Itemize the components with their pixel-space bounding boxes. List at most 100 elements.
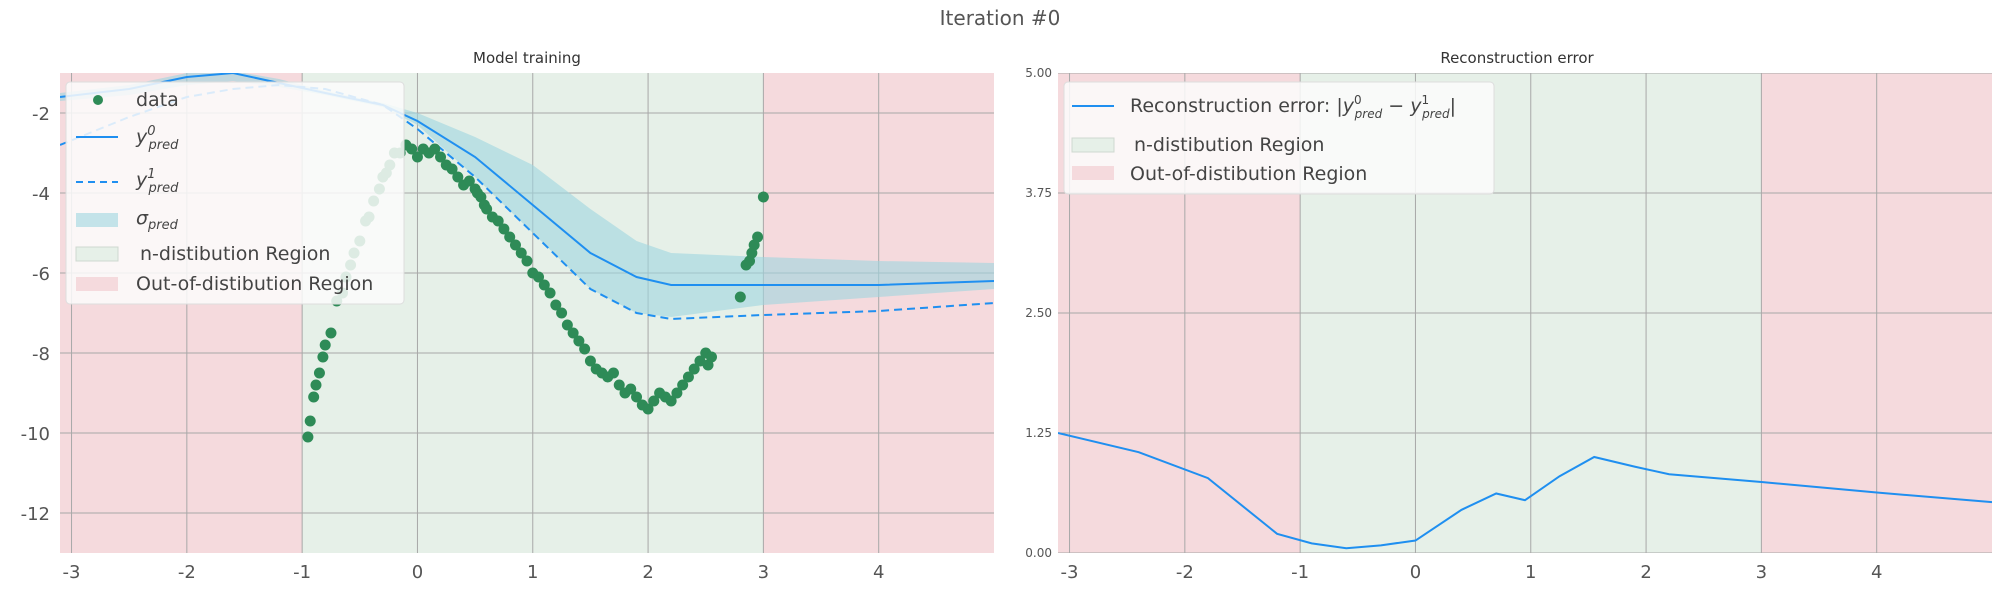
data-point (319, 339, 331, 351)
y-tick-label: 3.75 (1025, 186, 1052, 200)
data-point (538, 279, 550, 291)
data-point (584, 355, 596, 367)
data-point (504, 231, 516, 243)
data-point (498, 223, 510, 235)
reconstruction-error-line (1058, 432, 1992, 550)
data-point (671, 387, 683, 399)
model-training-legend: data y0 pred y1 pred σpred n-distibution R… (65, 81, 405, 305)
data-point (492, 215, 504, 227)
data-point (481, 203, 493, 215)
y-tick-label: -12 (21, 504, 50, 525)
data-point (561, 319, 573, 331)
data-point (515, 247, 527, 259)
legend-box (65, 81, 405, 305)
data-point (752, 231, 764, 243)
x-axis-ticks: -3 -2 -1 0 1 2 3 4 (63, 562, 885, 583)
x-tick-label: -1 (293, 562, 311, 583)
x-tick-label: 0 (412, 562, 423, 583)
data-point (304, 415, 316, 427)
y-tick-label: -10 (21, 424, 50, 445)
data-point (757, 191, 769, 203)
model-training-panel: Model training -3 -2 -1 0 1 2 3 4 -2-4-6-8-10-1… (21, 49, 994, 583)
x-tick-label: 2 (1640, 562, 1651, 583)
data-point (544, 287, 556, 299)
data-point (682, 371, 694, 383)
data-point (642, 403, 654, 415)
y-axis-ticks: 5.00 3.75 2.50 1.25 0.00 (1025, 66, 1052, 560)
data-point (573, 335, 585, 347)
y-tick-label: 5.00 (1025, 66, 1052, 80)
data-point (411, 151, 423, 163)
y-tick-label: 2.50 (1025, 306, 1052, 320)
reconstruction-error-title: Reconstruction error (1440, 49, 1594, 67)
legend-label-data: data (136, 89, 179, 111)
data-point (533, 271, 545, 283)
x-tick-label: 4 (873, 562, 884, 583)
data-point (452, 171, 464, 183)
y-tick-label: -4 (32, 184, 50, 205)
in-region-legend-swatch (1071, 137, 1115, 153)
x-tick-label: 3 (758, 562, 769, 583)
data-point (406, 143, 418, 155)
data-point (613, 379, 625, 391)
data-point (625, 383, 637, 395)
data-point (665, 395, 677, 407)
y-tick-label: 1.25 (1025, 426, 1052, 440)
out-region-legend-swatch (1072, 166, 1114, 180)
data-legend-marker (93, 95, 103, 105)
data-point (521, 255, 533, 267)
data-point (317, 351, 329, 363)
x-tick-label: 2 (642, 562, 653, 583)
data-point (325, 327, 337, 339)
legend-label-out-region: Out-of-distibution Region (136, 273, 373, 295)
data-point (631, 391, 643, 403)
reconstruction-error-legend: Reconstruction error: |y0 pred − y1 pred| … (1063, 81, 1495, 195)
data-point (308, 391, 320, 403)
data-point (607, 367, 619, 379)
x-tick-label: 1 (527, 562, 538, 583)
legend-label-out-region: Out-of-distibution Region (1130, 163, 1367, 185)
data-point (446, 163, 458, 175)
x-tick-label: 1 (1525, 562, 1536, 583)
data-point (550, 299, 562, 311)
x-tick-label: 3 (1756, 562, 1767, 583)
x-tick-label: -2 (1176, 562, 1194, 583)
data-point (556, 307, 568, 319)
x-tick-label: -3 (63, 562, 81, 583)
legend-label-error: Reconstruction error: |y0 pred − y1 pred| (1130, 93, 1456, 121)
reconstruction-error-panel: Reconstruction error -3 -2 -1 0 1 2 3 4 5.00 3.7… (1025, 49, 1992, 583)
data-point (688, 363, 700, 375)
data-point (435, 151, 447, 163)
legend-box (1063, 81, 1495, 195)
legend-label-in-region: n-distibution Region (1134, 134, 1324, 156)
sigma-band (60, 73, 994, 317)
y-tick-label: 0.00 (1025, 546, 1052, 560)
y-tick-label: -2 (32, 104, 50, 125)
data-point (734, 291, 746, 303)
sigma-pred-band (60, 73, 994, 317)
data-point (648, 395, 660, 407)
x-tick-label: -2 (178, 562, 196, 583)
sigma-legend-swatch (76, 213, 118, 227)
model-training-title: Model training (473, 49, 581, 67)
data-point (677, 379, 689, 391)
in-region-legend-swatch (75, 246, 119, 262)
x-axis-ticks: -3 -2 -1 0 1 2 3 4 (1061, 562, 1883, 583)
x-tick-label: 4 (1871, 562, 1882, 583)
y-tick-label: -8 (32, 344, 50, 365)
x-tick-label: -1 (1291, 562, 1309, 583)
y-axis-ticks: -2 -4 -6 -8 -10 -12 (21, 104, 50, 525)
y-tick-label: -6 (32, 264, 50, 285)
legend-label-in-region: n-distibution Region (140, 243, 330, 265)
data-point (509, 239, 521, 251)
x-tick-label: -3 (1061, 562, 1079, 583)
figure-title: Iteration #0 (939, 6, 1061, 30)
data-point (705, 351, 717, 363)
data-points (302, 139, 769, 443)
data-point (310, 379, 322, 391)
data-point (579, 343, 591, 355)
data-point (567, 327, 579, 339)
out-region-legend-swatch (76, 277, 118, 291)
data-point (313, 367, 325, 379)
x-tick-label: 0 (1410, 562, 1421, 583)
